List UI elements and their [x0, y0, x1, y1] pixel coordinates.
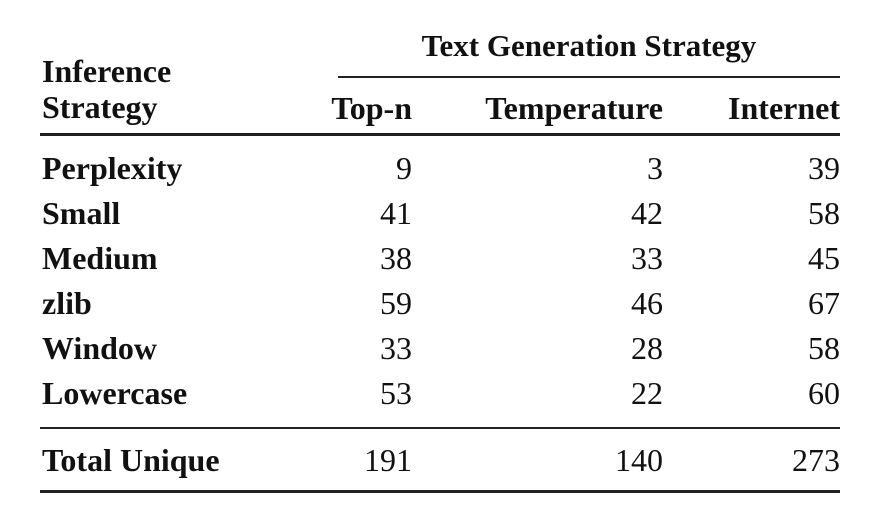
row-cell: 39	[808, 150, 840, 186]
row-cell: 60	[808, 375, 840, 411]
row-label: Lowercase	[42, 375, 188, 411]
total-label: Total Unique	[42, 442, 220, 478]
row-cell: 38	[380, 240, 412, 276]
row-cell: 59	[380, 285, 412, 321]
row-label: Small	[42, 195, 121, 231]
row-cell: 33	[631, 240, 663, 276]
row-label: Perplexity	[42, 150, 183, 186]
row-cell: 53	[380, 375, 412, 411]
row-cell: 9	[396, 150, 412, 186]
total-cell: 273	[792, 442, 840, 478]
bottom-rule	[40, 490, 840, 493]
row-cell: 41	[380, 195, 412, 231]
row-header: Inference Strategy	[42, 53, 172, 125]
row-cell: 42	[631, 195, 663, 231]
column-header: Internet	[728, 90, 840, 126]
row-cell: 58	[808, 330, 840, 366]
top-rule	[40, 133, 840, 136]
total-cell: 191	[364, 442, 412, 478]
group-rule	[338, 76, 840, 78]
row-cell: 22	[631, 375, 663, 411]
row-cell: 3	[647, 150, 663, 186]
row-cell: 46	[631, 285, 663, 321]
row-cell: 58	[808, 195, 840, 231]
row-cell: 45	[808, 240, 840, 276]
column-header: Temperature	[485, 90, 663, 126]
row-cell: 33	[380, 330, 412, 366]
group-header: Text Generation Strategy	[421, 28, 757, 63]
row-cell: 28	[631, 330, 663, 366]
row-label: Medium	[42, 240, 158, 276]
column-header: Top-n	[331, 90, 412, 126]
row-cell: 67	[808, 285, 840, 321]
row-label: Window	[42, 330, 158, 366]
total-cell: 140	[615, 442, 663, 478]
row-label: zlib	[42, 285, 92, 321]
mid-rule	[40, 427, 840, 429]
